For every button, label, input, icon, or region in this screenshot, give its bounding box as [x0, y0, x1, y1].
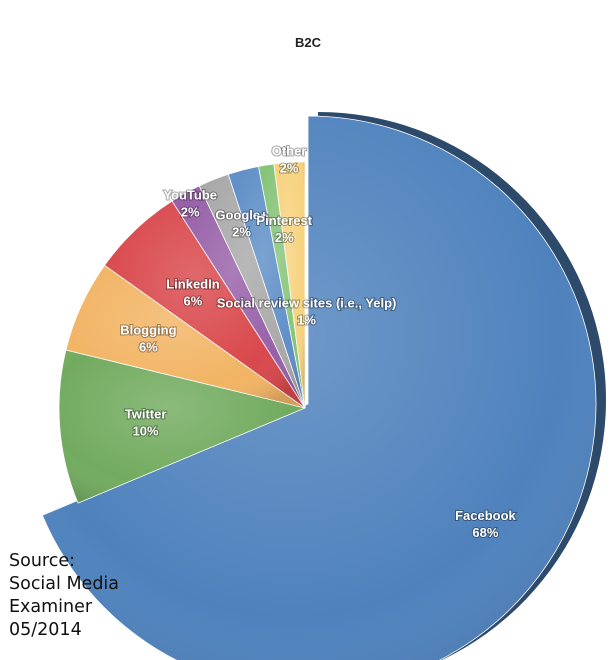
slice-label-other: Other 2%	[272, 144, 307, 176]
slice-labels: Facebook 68% Twitter 10% Blogging 6% LinkedIn 6…	[119, 143, 517, 541]
pie-slices	[58, 161, 307, 504]
pie-slice-gloss	[172, 185, 305, 408]
pie-slice-gloss	[104, 201, 305, 408]
pie-slice-gloss	[228, 166, 305, 408]
source-line: 05/2014	[9, 620, 82, 640]
source-note: Source: Social Media Examiner 05/2014	[9, 550, 119, 642]
slice-label-blogging: Blogging 6%	[120, 322, 176, 354]
slice-label-youtube: YouTube 2%	[163, 188, 217, 220]
slice-label-pinterest: Pinterest 2%	[256, 213, 312, 245]
pie-slice-gloss	[273, 162, 305, 408]
pie-slice-gloss	[258, 163, 305, 408]
chart-title: B2C	[294, 35, 321, 50]
facebook-slice-group	[41, 112, 606, 660]
pie-slice-gloss	[59, 350, 306, 504]
pie-slice-gloss	[65, 265, 305, 408]
slice-label-social-review-sites-i-e-yelp: Social review sites (i.e., Yelp) 1%	[217, 296, 397, 328]
source-line: Source:	[9, 551, 76, 571]
slice-label-linkedin: LinkedIn 6%	[166, 276, 220, 308]
pie-slice-gloss	[42, 116, 596, 660]
source-line: Social Media	[9, 574, 120, 594]
source-line: Examiner	[9, 597, 93, 617]
slice-label-facebook: Facebook 68%	[455, 508, 516, 540]
slice-label-google: Google+ 2%	[215, 208, 268, 240]
slice-label-twitter: Twitter 10%	[125, 407, 167, 439]
pie-slice-gloss	[199, 174, 305, 408]
